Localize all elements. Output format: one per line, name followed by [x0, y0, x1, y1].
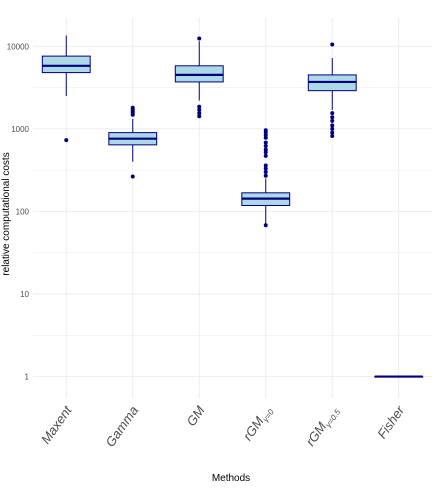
outlier-point: [330, 130, 335, 135]
outlier-point: [263, 223, 268, 228]
boxes: [41, 35, 424, 378]
outlier-point: [263, 153, 268, 158]
outlier-point: [330, 111, 335, 116]
outlier-point: [330, 133, 335, 138]
box-maxent: [41, 35, 91, 143]
outlier-point: [263, 128, 268, 133]
outlier-point: [330, 118, 335, 123]
y-tick-label: 10000: [7, 42, 30, 51]
outlier-point: [263, 140, 268, 145]
grid-minor: [33, 87, 432, 336]
box-rgm0: [241, 128, 291, 228]
y-tick-label: 10: [20, 290, 29, 299]
outlier-point: [330, 123, 335, 128]
x-axis-title: Methods: [212, 473, 250, 484]
grid-major: [33, 18, 432, 398]
box-iqr: [41, 55, 91, 74]
box-gamma: [108, 105, 158, 179]
y-tick-label: 1000: [11, 125, 29, 134]
outlier-point: [197, 107, 202, 112]
outlier-point: [197, 114, 202, 119]
y-tick-labels: 1 10 100 1000 10000: [7, 42, 30, 381]
outlier-point: [64, 138, 69, 143]
box-rgm05: [307, 42, 357, 138]
outlier-point: [263, 143, 268, 148]
outlier-point: [263, 173, 268, 178]
outlier-point: [197, 111, 202, 116]
outlier-point: [330, 42, 335, 47]
outlier-point: [130, 174, 135, 179]
box-gm: [174, 36, 224, 119]
outlier-point: [263, 147, 268, 152]
y-tick-label: 100: [16, 207, 30, 216]
outlier-point: [263, 166, 268, 171]
outlier-point: [263, 170, 268, 175]
outlier-point: [330, 126, 335, 131]
outlier-point: [130, 105, 135, 110]
outlier-point: [197, 36, 202, 41]
y-axis-title: relative computational costs: [1, 152, 12, 275]
outlier-point: [197, 104, 202, 109]
outlier-point: [263, 163, 268, 168]
y-tick-label: 1: [25, 373, 30, 382]
box-fisher: [374, 375, 424, 378]
outlier-point: [330, 115, 335, 120]
